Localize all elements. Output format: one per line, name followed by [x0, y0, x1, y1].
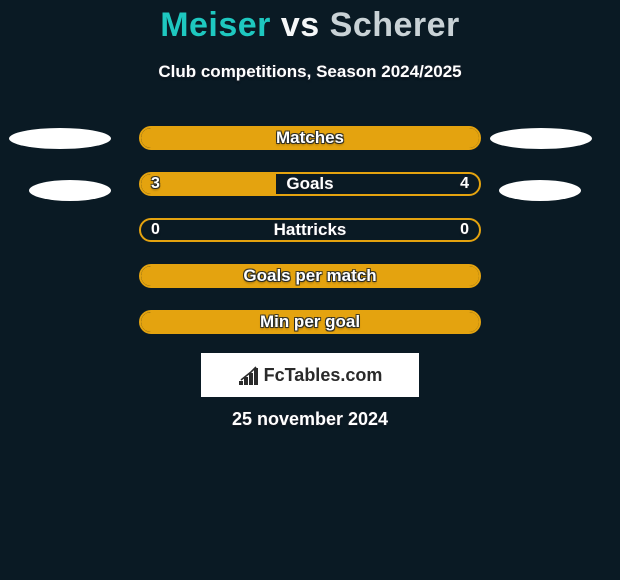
comparison-infographic: Meiser vs Scherer Club competitions, Sea…	[0, 0, 620, 580]
stat-bar-right-value: 0	[460, 221, 469, 239]
logo-label: FcTables.com	[264, 365, 383, 386]
fctables-logo-text: FcTables.com	[238, 365, 383, 386]
page-title: Meiser vs Scherer	[0, 6, 620, 45]
stat-bar: Goals 3 4	[139, 172, 481, 196]
player-a-name: Meiser	[160, 6, 271, 44]
stat-bar: Goals per match	[139, 264, 481, 288]
stat-bar-left-value: 3	[151, 175, 160, 193]
stat-bar-label: Hattricks	[274, 220, 347, 240]
player-b-name: Scherer	[330, 6, 460, 44]
stat-bar: Matches	[139, 126, 481, 150]
vs-separator: vs	[281, 6, 320, 44]
stat-bar-right-value: 4	[460, 175, 469, 193]
stat-bar-label: Goals per match	[243, 266, 376, 286]
side-ellipse-icon	[490, 128, 592, 149]
subtitle: Club competitions, Season 2024/2025	[0, 62, 620, 82]
stat-bar-label: Goals	[286, 174, 333, 194]
stat-bar: Hattricks 0 0	[139, 218, 481, 242]
side-ellipse-icon	[9, 128, 111, 149]
date-label: 25 november 2024	[0, 409, 620, 430]
stat-bar-label: Min per goal	[260, 312, 360, 332]
stat-bar-label: Matches	[276, 128, 344, 148]
stat-bar-left-value: 0	[151, 221, 160, 239]
stat-bar-fill	[141, 174, 276, 194]
side-ellipse-icon	[499, 180, 581, 201]
stat-bar: Min per goal	[139, 310, 481, 334]
side-ellipse-icon	[29, 180, 111, 201]
bar-chart-icon	[238, 365, 260, 385]
fctables-logo: FcTables.com	[201, 353, 419, 397]
